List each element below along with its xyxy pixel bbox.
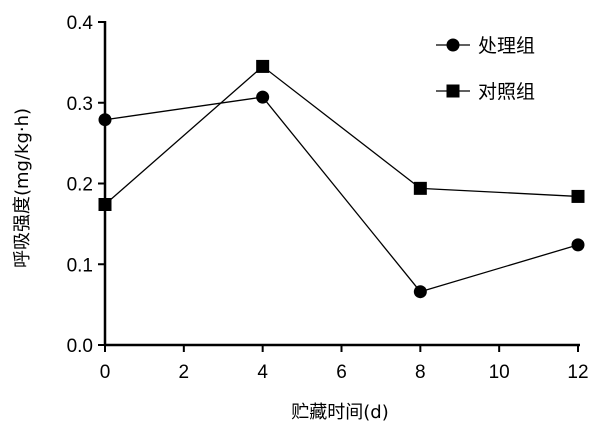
- legend-item: 处理组: [436, 35, 535, 57]
- y-tick-label: 0.4: [67, 13, 94, 34]
- series-line: [104, 96, 579, 293]
- x-tick-label: 10: [489, 362, 510, 383]
- data-point: [413, 285, 427, 299]
- x-tick-label: 0: [100, 362, 111, 383]
- series-layer: [98, 59, 585, 299]
- series-1: [98, 90, 585, 299]
- y-tick-label: 0.3: [67, 94, 93, 115]
- y-axis-ticks: 0.0 0.1 0.2 0.3 0.4: [67, 13, 105, 357]
- y-tick-label: 0.1: [67, 255, 93, 276]
- x-tick-label: 4: [257, 362, 268, 383]
- x-axis-title: 贮藏时间(d): [291, 402, 388, 423]
- data-point: [98, 197, 112, 211]
- series-line: [104, 65, 579, 205]
- data-point: [571, 238, 585, 252]
- x-tick-label: 6: [336, 362, 347, 383]
- data-point: [571, 189, 585, 203]
- legend-marker: [446, 84, 460, 98]
- legend-marker: [446, 38, 460, 52]
- data-point: [256, 90, 270, 104]
- y-tick-label: 0.0: [67, 336, 93, 357]
- x-axis-ticks: 0 2 4 6 8 10 12: [100, 345, 589, 383]
- data-point: [256, 59, 270, 73]
- y-tick-label: 0.2: [67, 175, 93, 196]
- axes: [103, 21, 580, 347]
- data-point: [413, 181, 427, 195]
- legend-label: 处理组: [478, 35, 535, 57]
- y-axis-title: 呼吸强度(mg/kg·h): [12, 108, 33, 268]
- x-tick-label: 12: [567, 362, 588, 383]
- legend-label: 对照组: [478, 81, 535, 103]
- x-tick-label: 8: [415, 362, 426, 383]
- x-tick-label: 2: [179, 362, 190, 383]
- legend-item: 对照组: [436, 81, 535, 103]
- series-2: [98, 59, 585, 211]
- data-point: [98, 113, 112, 127]
